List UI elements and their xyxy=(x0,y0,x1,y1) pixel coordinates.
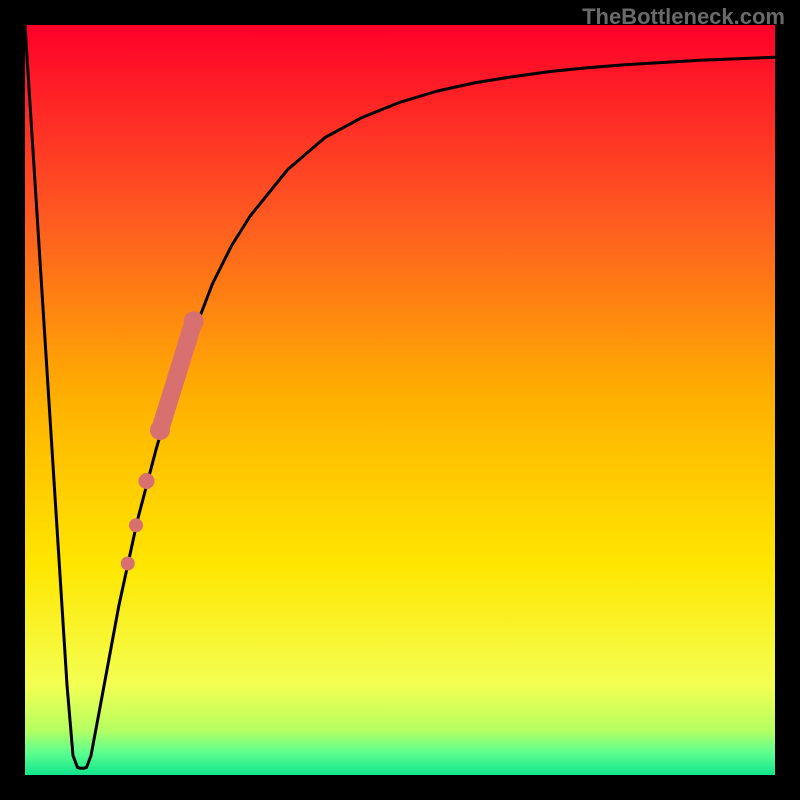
chart-svg xyxy=(0,0,800,800)
highlight-cap xyxy=(184,311,204,331)
highlight-dot xyxy=(121,557,135,571)
chart-frame: TheBottleneck.com xyxy=(0,0,800,800)
highlight-dot xyxy=(129,518,143,532)
highlight-cap xyxy=(150,420,170,440)
highlight-dot xyxy=(139,473,155,489)
chart-background xyxy=(25,25,775,775)
attribution-label: TheBottleneck.com xyxy=(582,4,785,30)
